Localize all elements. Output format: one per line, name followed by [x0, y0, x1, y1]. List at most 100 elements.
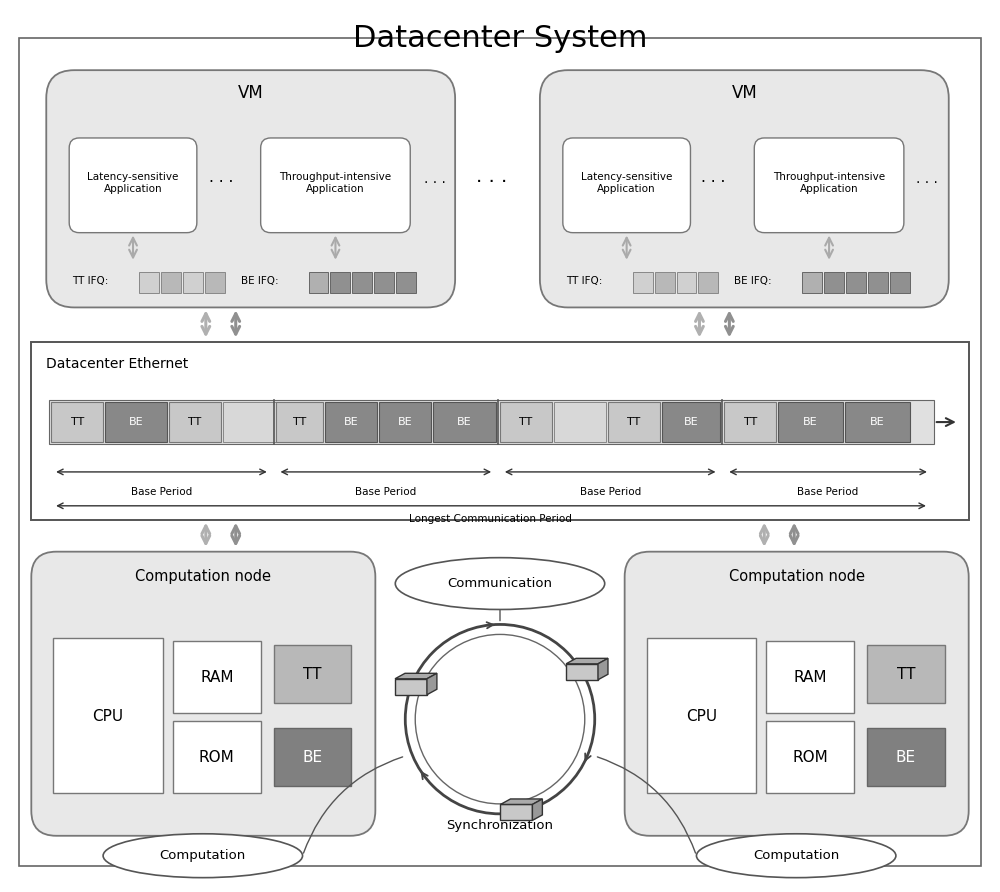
- FancyBboxPatch shape: [31, 551, 375, 836]
- Text: BE: BE: [896, 749, 916, 764]
- Bar: [51, 402, 103, 442]
- Text: Throughput-intensive
Application: Throughput-intensive Application: [279, 172, 392, 194]
- Text: Datacenter Ethernet: Datacenter Ethernet: [46, 358, 189, 371]
- Bar: [161, 271, 181, 293]
- Bar: [655, 271, 675, 293]
- Bar: [223, 402, 320, 442]
- Text: CPU: CPU: [686, 708, 717, 723]
- Bar: [677, 271, 696, 293]
- Bar: [276, 402, 323, 442]
- FancyBboxPatch shape: [69, 138, 197, 233]
- Text: BE: BE: [398, 417, 413, 427]
- Text: BE: BE: [684, 417, 698, 427]
- Bar: [139, 271, 159, 293]
- Polygon shape: [566, 658, 608, 664]
- Text: Computation node: Computation node: [135, 569, 271, 584]
- Text: Base Period: Base Period: [580, 487, 641, 497]
- Text: TT: TT: [293, 417, 306, 427]
- Text: BE IFQ:: BE IFQ:: [734, 276, 772, 285]
- Text: TT: TT: [188, 417, 201, 427]
- FancyArrowPatch shape: [597, 757, 696, 853]
- Bar: [778, 402, 843, 442]
- Bar: [500, 402, 552, 442]
- Text: TT IFQ:: TT IFQ:: [566, 276, 602, 285]
- Text: · · ·: · · ·: [916, 176, 938, 190]
- Bar: [890, 271, 910, 293]
- Bar: [325, 402, 377, 442]
- Polygon shape: [598, 658, 608, 680]
- Text: Latency-sensitive
Application: Latency-sensitive Application: [581, 172, 672, 194]
- FancyBboxPatch shape: [754, 138, 904, 233]
- Text: Communication: Communication: [448, 577, 552, 591]
- Text: ROM: ROM: [199, 749, 235, 764]
- Text: Latency-sensitive
Application: Latency-sensitive Application: [87, 172, 179, 194]
- Bar: [647, 639, 756, 793]
- FancyArrowPatch shape: [303, 757, 403, 853]
- Text: TT: TT: [71, 417, 84, 427]
- Text: BE: BE: [457, 417, 472, 427]
- Bar: [824, 271, 844, 293]
- Bar: [53, 639, 163, 793]
- Text: BE: BE: [870, 417, 885, 427]
- Text: BE: BE: [129, 417, 143, 427]
- Bar: [173, 721, 261, 793]
- Bar: [309, 271, 328, 293]
- Bar: [608, 402, 660, 442]
- FancyBboxPatch shape: [261, 138, 410, 233]
- Bar: [766, 641, 854, 714]
- Polygon shape: [395, 673, 437, 679]
- Text: BE: BE: [803, 417, 818, 427]
- Text: RAM: RAM: [200, 670, 234, 685]
- Polygon shape: [532, 799, 542, 821]
- Bar: [105, 402, 167, 442]
- Bar: [698, 271, 718, 293]
- Bar: [846, 271, 866, 293]
- Bar: [724, 402, 776, 442]
- Bar: [274, 646, 351, 703]
- Text: CPU: CPU: [93, 708, 124, 723]
- Text: TT IFQ:: TT IFQ:: [72, 276, 109, 285]
- Bar: [274, 728, 351, 786]
- Text: TT: TT: [519, 417, 533, 427]
- Text: VM: VM: [238, 84, 264, 102]
- Text: Computation node: Computation node: [729, 569, 865, 584]
- Text: · · ·: · · ·: [424, 176, 446, 190]
- FancyBboxPatch shape: [46, 70, 455, 308]
- Text: Throughput-intensive
Application: Throughput-intensive Application: [773, 172, 885, 194]
- Ellipse shape: [103, 834, 303, 878]
- Bar: [845, 402, 910, 442]
- Bar: [554, 402, 606, 442]
- Bar: [868, 271, 888, 293]
- Text: Datacenter System: Datacenter System: [353, 24, 647, 53]
- Polygon shape: [427, 673, 437, 695]
- Text: Longest Communication Period: Longest Communication Period: [409, 514, 571, 524]
- Text: BE IFQ:: BE IFQ:: [241, 276, 278, 285]
- Text: Computation: Computation: [160, 849, 246, 863]
- Bar: [633, 271, 653, 293]
- Text: · · ·: · · ·: [701, 176, 726, 190]
- Text: TT: TT: [744, 417, 757, 427]
- Text: · · ·: · · ·: [476, 173, 508, 193]
- Bar: [396, 271, 416, 293]
- Bar: [433, 402, 496, 442]
- Bar: [49, 401, 934, 444]
- Bar: [662, 402, 720, 442]
- Bar: [169, 402, 221, 442]
- Bar: [867, 646, 945, 703]
- Text: RAM: RAM: [793, 670, 827, 685]
- Bar: [500, 805, 532, 821]
- FancyBboxPatch shape: [563, 138, 690, 233]
- Bar: [566, 664, 598, 680]
- Text: Base Period: Base Period: [131, 487, 192, 497]
- Bar: [330, 271, 350, 293]
- FancyBboxPatch shape: [625, 551, 969, 836]
- Text: Base Period: Base Period: [797, 487, 859, 497]
- Text: TT: TT: [303, 667, 322, 681]
- Text: Computation: Computation: [753, 849, 839, 863]
- Bar: [379, 402, 431, 442]
- Text: Synchronization: Synchronization: [447, 820, 554, 832]
- Text: · · ·: · · ·: [209, 176, 233, 190]
- Bar: [173, 641, 261, 714]
- Bar: [374, 271, 394, 293]
- Text: BE: BE: [302, 749, 323, 764]
